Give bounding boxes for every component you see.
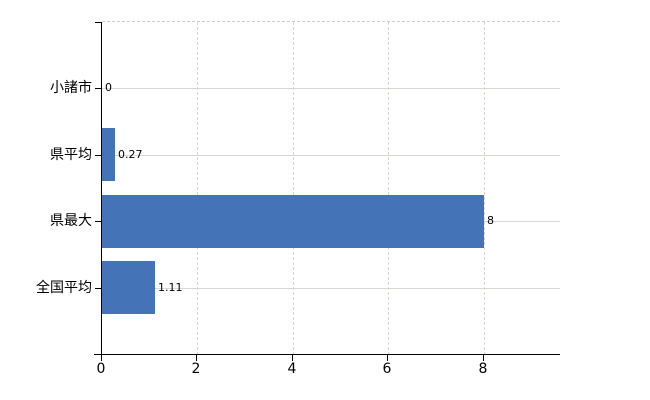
y-axis-tick (95, 155, 101, 156)
bar (102, 195, 484, 248)
y-axis-tick (95, 88, 101, 89)
vertical-gridline (293, 22, 294, 354)
x-axis-tick (101, 355, 102, 361)
plot-area: 0 0.27 8 1.11 (101, 21, 560, 355)
x-axis-tick-label: 8 (478, 361, 488, 377)
x-axis-tick (196, 355, 197, 361)
y-axis-top-cap (95, 22, 102, 23)
bar-value-label: 1.11 (158, 281, 183, 294)
horizontal-gridline (102, 88, 560, 89)
bar-value-label: 0 (105, 81, 112, 94)
x-axis-tick (483, 355, 484, 361)
x-axis-tick-label: 2 (191, 361, 201, 377)
bar (102, 128, 115, 181)
y-axis-tick (95, 221, 101, 222)
category-label: 全国平均 (36, 280, 92, 296)
vertical-gridline (484, 22, 485, 354)
horizontal-gridline (102, 288, 560, 289)
y-axis-tick (95, 288, 101, 289)
bar-value-label: 0.27 (118, 148, 143, 161)
x-axis-left-overhang (94, 354, 102, 355)
plot-top-border (102, 21, 560, 22)
x-axis-tick-label: 4 (287, 361, 297, 377)
bar-value-label: 8 (487, 214, 494, 227)
vertical-gridline (388, 22, 389, 354)
x-axis-tick (292, 355, 293, 361)
category-label: 小諸市 (50, 80, 92, 96)
x-axis-tick-label: 0 (96, 361, 106, 377)
category-label: 県平均 (50, 147, 92, 163)
vertical-gridline (197, 22, 198, 354)
x-axis-tick-label: 6 (382, 361, 392, 377)
category-label: 県最大 (50, 213, 92, 229)
horizontal-gridline (102, 155, 560, 156)
bar (102, 261, 155, 314)
x-axis-tick (387, 355, 388, 361)
